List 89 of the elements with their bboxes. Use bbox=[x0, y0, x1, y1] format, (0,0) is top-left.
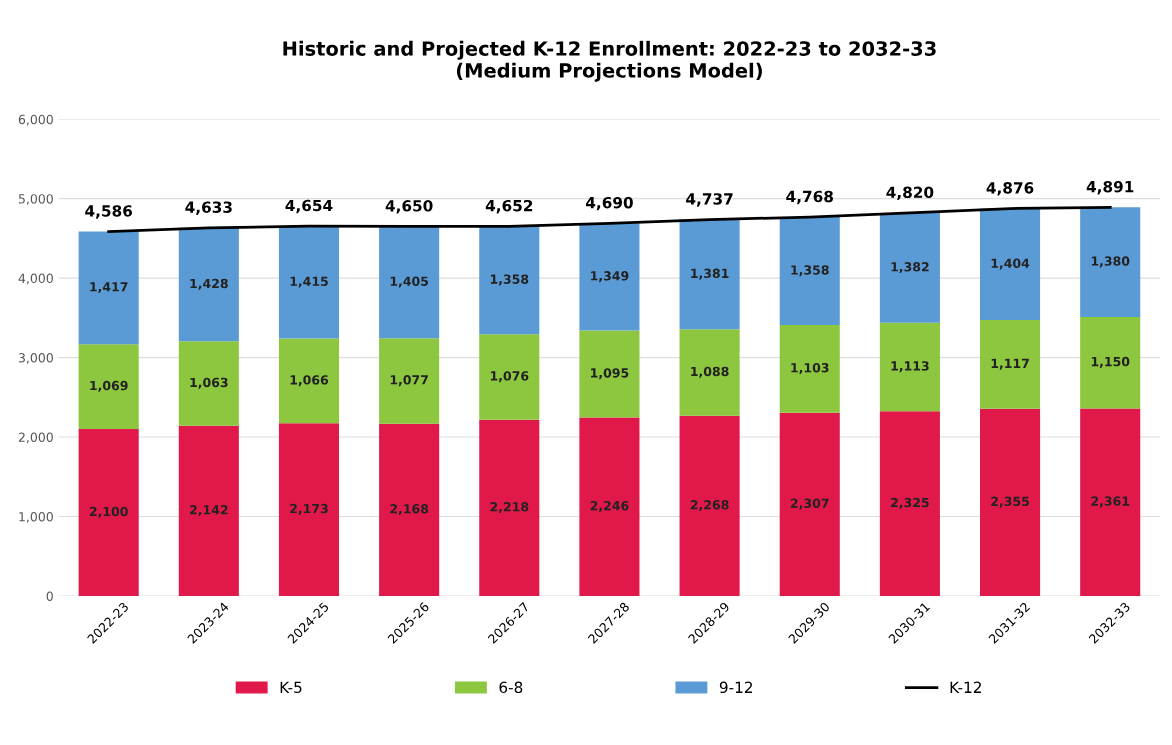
data-label: 4,820 bbox=[886, 186, 934, 201]
data-label: 4,876 bbox=[986, 182, 1034, 196]
bar bbox=[178, 425, 239, 596]
bar bbox=[278, 226, 340, 339]
bar bbox=[579, 417, 640, 596]
bar bbox=[779, 412, 840, 596]
data-label: 1,404 bbox=[991, 258, 1030, 270]
legend-label: 9-12 bbox=[719, 681, 753, 694]
y-tick-label: 0 bbox=[46, 591, 53, 601]
bar bbox=[879, 212, 940, 323]
data-label: 1,063 bbox=[190, 377, 228, 389]
data-label: 4,891 bbox=[1086, 180, 1134, 195]
bar bbox=[278, 423, 340, 596]
y-tick-label: 6,000 bbox=[18, 114, 53, 126]
data-label: 4,652 bbox=[485, 199, 533, 214]
bar bbox=[879, 411, 940, 596]
bar bbox=[78, 231, 139, 345]
y-tick-label: 2,000 bbox=[18, 432, 53, 444]
bar bbox=[1080, 316, 1141, 409]
y-tick-label: 1,000 bbox=[19, 512, 53, 523]
data-label: 1,358 bbox=[490, 274, 529, 286]
bar bbox=[579, 223, 640, 331]
bar bbox=[1080, 408, 1141, 596]
bar bbox=[980, 208, 1041, 321]
bar bbox=[379, 338, 440, 424]
bar bbox=[779, 217, 840, 326]
bar bbox=[479, 419, 540, 596]
data-label: 2,168 bbox=[390, 504, 429, 516]
bar bbox=[479, 226, 540, 335]
bar bbox=[579, 330, 640, 418]
data-label: 1,415 bbox=[290, 276, 328, 288]
data-label: 1,088 bbox=[691, 366, 729, 378]
bar bbox=[78, 429, 139, 596]
data-label: 2,173 bbox=[290, 503, 328, 515]
data-label: 1,076 bbox=[490, 371, 529, 383]
bar bbox=[980, 320, 1041, 409]
data-label: 4,586 bbox=[85, 205, 133, 219]
data-label: 1,349 bbox=[591, 271, 629, 283]
bar bbox=[178, 227, 239, 342]
legend-label: K-12 bbox=[950, 681, 981, 693]
data-label: 1,077 bbox=[390, 375, 428, 387]
data-label: 4,633 bbox=[185, 201, 232, 215]
data-label: 1,069 bbox=[90, 380, 128, 392]
data-label: 2,307 bbox=[790, 498, 829, 510]
data-label: 2,100 bbox=[89, 506, 128, 518]
data-label: 2,325 bbox=[891, 497, 929, 509]
data-label: 1,113 bbox=[891, 361, 929, 373]
data-label: 1,095 bbox=[591, 368, 629, 380]
data-label: 1,405 bbox=[390, 276, 429, 288]
data-label: 1,103 bbox=[791, 363, 829, 375]
data-label: 4,737 bbox=[686, 193, 733, 207]
data-label: 1,150 bbox=[1091, 356, 1130, 368]
bar bbox=[278, 338, 340, 424]
data-label: 1,358 bbox=[791, 265, 829, 277]
data-label: 4,654 bbox=[285, 199, 333, 214]
data-label: 2,268 bbox=[690, 500, 729, 512]
data-label: 4,650 bbox=[385, 200, 433, 214]
data-label: 1,417 bbox=[90, 282, 128, 294]
data-label: 1,428 bbox=[190, 278, 228, 290]
bar bbox=[379, 226, 440, 339]
bar bbox=[679, 219, 740, 330]
chart-title: Historic and Projected K-12 Enrollment: 2022-23 to 2032-33 (Medium Projections Model) bbox=[283, 40, 936, 82]
bar bbox=[479, 334, 540, 420]
bar bbox=[78, 344, 139, 430]
data-label: 4,768 bbox=[786, 190, 833, 205]
bar bbox=[679, 415, 740, 596]
y-tick-label: 5,000 bbox=[18, 194, 53, 205]
data-label: 1,382 bbox=[891, 262, 929, 274]
data-label: 2,142 bbox=[190, 505, 228, 517]
y-tick-label: 4,000 bbox=[18, 273, 53, 285]
data-label: 1,381 bbox=[691, 268, 729, 280]
legend-label: 6-8 bbox=[499, 681, 523, 694]
bar bbox=[980, 408, 1041, 596]
data-label: 1,380 bbox=[1091, 256, 1130, 268]
data-label: 2,361 bbox=[1091, 496, 1130, 508]
data-label: 1,066 bbox=[290, 375, 329, 387]
bar bbox=[1080, 207, 1141, 317]
data-label: 2,355 bbox=[991, 496, 1029, 508]
bar bbox=[879, 322, 940, 412]
data-label: 2,218 bbox=[490, 502, 529, 514]
legend-label: K-5 bbox=[280, 681, 302, 694]
data-label: 1,117 bbox=[991, 358, 1029, 370]
bar bbox=[679, 329, 740, 416]
bar bbox=[779, 325, 840, 413]
bar bbox=[178, 341, 239, 426]
bar bbox=[379, 423, 440, 596]
data-label: 2,246 bbox=[590, 500, 629, 512]
data-label: 4,690 bbox=[585, 196, 633, 211]
y-tick-label: 3,000 bbox=[18, 353, 53, 364]
